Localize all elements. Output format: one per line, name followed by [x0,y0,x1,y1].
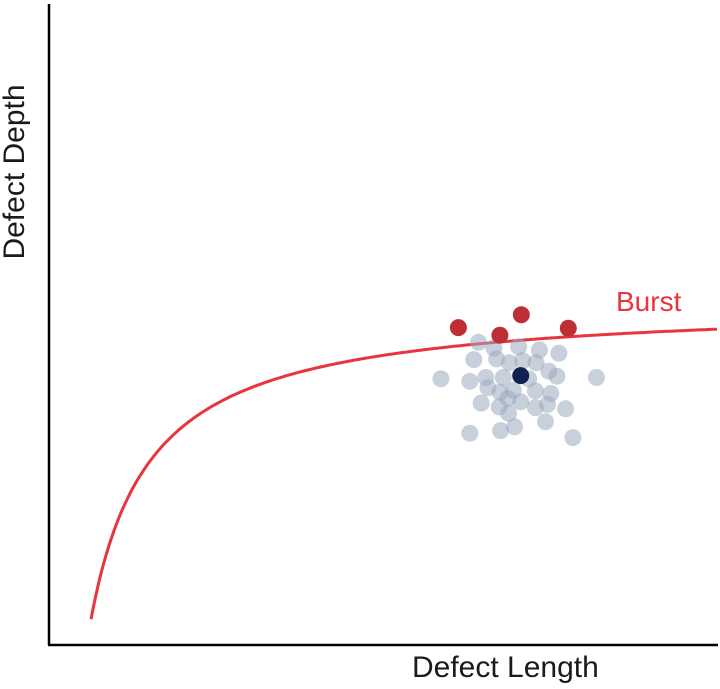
burst-point [559,319,577,337]
sample-point [500,354,518,372]
x-axis-title: Defect Length [412,651,599,684]
sample-point [465,351,483,369]
sample-point [492,422,510,440]
burst-points-group [449,306,577,344]
sample-point [499,390,517,408]
sample-points-group [432,333,605,447]
sample-point [526,382,544,400]
sample-point [530,341,548,359]
sample-point [510,338,528,356]
sample-point [461,424,479,442]
sample-point [506,418,524,436]
y-axis-title: Defect Depth [0,84,31,260]
sample-point [537,413,554,431]
burst-point [512,306,530,324]
sample-point [564,429,582,447]
burst-point [491,326,509,344]
burst-curve-label: Burst [616,286,682,317]
mean-point-group [512,367,530,385]
sample-point [472,394,490,412]
sample-point [500,404,518,422]
burst-point [449,319,467,337]
sample-point [548,367,566,385]
sample-point [470,333,487,351]
sample-point [527,354,545,372]
sample-point [494,369,512,386]
sample-point [539,395,556,413]
sample-point [557,400,575,418]
sample-point [461,372,479,390]
sample-point [512,393,530,411]
mean-point [512,367,530,385]
sample-point [587,369,605,386]
burst-curve [89,327,718,620]
sample-point [514,352,532,370]
sample-point [432,370,450,388]
sample-point [550,344,568,362]
